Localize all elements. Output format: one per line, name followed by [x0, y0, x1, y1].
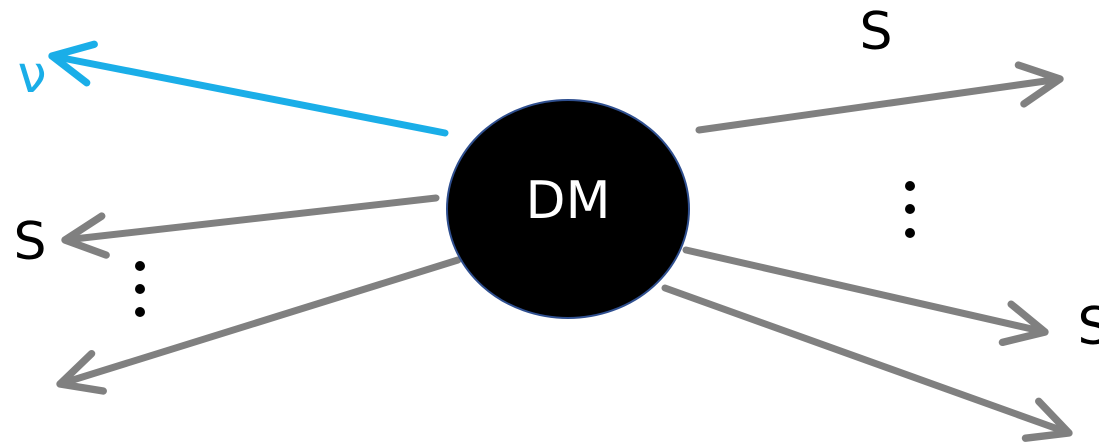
arrow — [682, 246, 1049, 347]
particle-label: S — [859, 2, 892, 62]
dm-label: DM — [526, 171, 611, 231]
ellipsis-right — [905, 181, 915, 238]
particle-label: S — [1077, 297, 1099, 357]
neutrino-arrow — [48, 40, 449, 137]
arrow — [661, 284, 1073, 442]
ellipsis-left — [135, 261, 145, 317]
arrow — [61, 194, 440, 259]
dm-circle — [446, 99, 690, 319]
particle-label: S — [13, 212, 46, 272]
arrow — [56, 256, 462, 395]
neutrino-label: ν — [17, 45, 46, 105]
arrow — [695, 61, 1064, 134]
